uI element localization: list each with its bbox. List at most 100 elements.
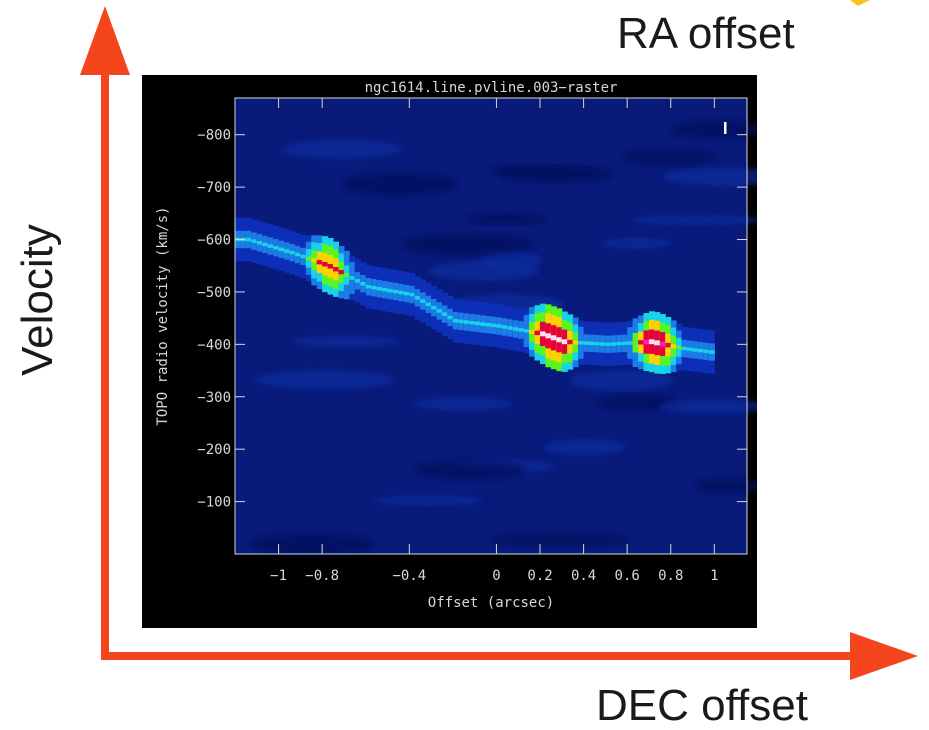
noise-blob bbox=[281, 139, 404, 159]
emission-cell bbox=[262, 242, 269, 247]
emission-cell bbox=[452, 319, 459, 323]
emission-cell bbox=[621, 341, 628, 346]
emission-cell bbox=[333, 267, 339, 272]
noise-blob bbox=[427, 260, 540, 282]
y-tick-label: −500 bbox=[197, 285, 231, 301]
x-tick-label: 0.8 bbox=[658, 568, 683, 584]
pv-diagram-panel: ngc1614.line.pvline.003−raster −1 −0.8 −0.… bbox=[142, 75, 757, 628]
emission-cell bbox=[485, 322, 492, 327]
emission-cell bbox=[648, 339, 655, 345]
y-ticks: −800 −700 −600 −500 −400 −300 −200 −100 bbox=[197, 128, 747, 511]
emission-cell bbox=[469, 320, 476, 325]
emission-cell bbox=[294, 252, 301, 257]
emission-cell bbox=[382, 287, 389, 292]
emission-cell bbox=[431, 305, 438, 310]
noise-blob bbox=[623, 149, 716, 165]
x-ticks: −1 −0.8 −0.4 0 0.2 0.4 0.6 0.8 1 bbox=[270, 98, 719, 584]
emission-cell bbox=[654, 340, 661, 346]
x-tick-label: 0 bbox=[492, 568, 500, 584]
emission-cell bbox=[501, 325, 508, 329]
emission-cell bbox=[354, 279, 361, 283]
emission-cell bbox=[632, 340, 639, 345]
emission-cell bbox=[616, 341, 623, 346]
noise-blob bbox=[694, 478, 757, 494]
emission-cell bbox=[284, 249, 290, 253]
emission-cell bbox=[447, 315, 454, 320]
emission-cell bbox=[518, 328, 525, 332]
emission-cell bbox=[387, 288, 394, 293]
emission-cell bbox=[676, 345, 683, 350]
emission-cell bbox=[638, 340, 645, 345]
pv-diagram-svg: ngc1614.line.pvline.003−raster −1 −0.8 −0.… bbox=[155, 80, 757, 611]
emission-cell bbox=[512, 327, 519, 331]
emission-cell bbox=[371, 285, 378, 290]
emission-cell bbox=[403, 291, 410, 296]
emission-cell bbox=[398, 290, 405, 295]
noise-blob bbox=[568, 369, 674, 392]
emission-cell bbox=[561, 339, 568, 345]
noise-blob bbox=[254, 369, 396, 390]
emission-cell bbox=[316, 260, 323, 265]
x-axis-label: Offset (arcsec) bbox=[428, 595, 554, 611]
noise-blob bbox=[543, 439, 627, 456]
x-tick-label: 0.2 bbox=[527, 568, 552, 584]
plot-frame bbox=[234, 97, 748, 555]
y-tick-label: −800 bbox=[197, 128, 231, 144]
emission-cell bbox=[425, 302, 432, 307]
emission-cell bbox=[365, 284, 372, 289]
noise-blob bbox=[341, 173, 457, 196]
noise-blob bbox=[658, 399, 757, 414]
emission-cell bbox=[289, 250, 296, 255]
x-tick-label: 0.6 bbox=[615, 568, 640, 584]
emission-cell bbox=[567, 339, 574, 345]
noise-blob bbox=[402, 234, 533, 255]
emission-cell bbox=[703, 349, 710, 354]
emission-cell bbox=[305, 256, 312, 261]
emission-cell bbox=[550, 335, 557, 341]
ra-offset-label: RA offset bbox=[617, 9, 795, 58]
noise-blob bbox=[290, 335, 403, 348]
emission-cell bbox=[441, 312, 448, 316]
emission-cell bbox=[327, 264, 334, 269]
emission-cell bbox=[360, 282, 367, 286]
x-tick-label: −1 bbox=[270, 568, 287, 584]
emission-cell bbox=[343, 273, 350, 277]
x-tick-label: −0.8 bbox=[305, 568, 339, 584]
emission-cell bbox=[480, 322, 487, 326]
emission-cell bbox=[578, 340, 585, 345]
noise-blob bbox=[597, 395, 677, 411]
noise-blob bbox=[499, 167, 614, 182]
emission-cell bbox=[665, 342, 672, 348]
x-tick-label: 0.4 bbox=[571, 568, 596, 584]
emission-cell bbox=[605, 342, 612, 347]
y-tick-label: −200 bbox=[197, 442, 231, 458]
emission-cell bbox=[267, 244, 274, 248]
emission-cell bbox=[589, 341, 595, 346]
emission-cell bbox=[534, 330, 541, 336]
emission-cell bbox=[311, 258, 318, 263]
emission-cell bbox=[507, 326, 514, 330]
emission-cell bbox=[583, 341, 590, 345]
emission-cell bbox=[251, 239, 258, 243]
emission-cell bbox=[278, 247, 285, 252]
plot-area bbox=[234, 97, 757, 556]
x-tick-label: 1 bbox=[710, 568, 718, 584]
noise-blob bbox=[630, 214, 757, 226]
emission-cell bbox=[687, 347, 694, 351]
emission-cell bbox=[414, 296, 421, 300]
y-tick-label: −600 bbox=[197, 233, 231, 249]
noise-blob bbox=[416, 460, 527, 480]
emission-cell bbox=[692, 348, 699, 352]
dec-arrow-shaft bbox=[101, 652, 863, 660]
chart-title: ngc1614.line.pvline.003−raster bbox=[365, 80, 618, 96]
emission-cell bbox=[392, 289, 399, 294]
emission-cell bbox=[409, 292, 416, 297]
emission-cell bbox=[458, 319, 465, 324]
emission-cell bbox=[572, 340, 579, 345]
emission-cell bbox=[599, 342, 606, 346]
noise-blob bbox=[661, 167, 757, 186]
emission-cell bbox=[681, 346, 688, 351]
emission-cell bbox=[491, 323, 497, 328]
y-tick-label: −700 bbox=[197, 180, 231, 196]
